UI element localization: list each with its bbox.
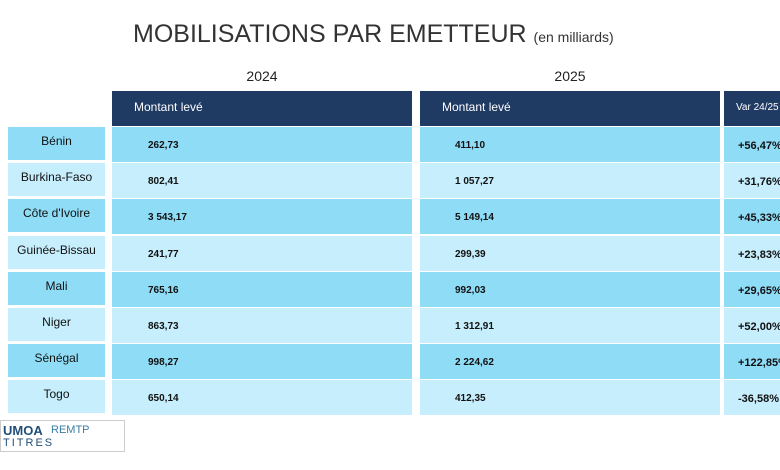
logo-event: REMTP (51, 424, 90, 436)
title: MOBILISATIONS PAR EMETTEUR (en milliards… (133, 20, 614, 49)
subtitle: (en milliards) (533, 29, 614, 45)
cell: 992,03 (420, 271, 720, 307)
cell: 262,73 (112, 127, 412, 162)
logo: UMOA TITRES REMTP (0, 420, 125, 452)
logo-sub: TITRES (3, 437, 55, 449)
title-text: MOBILISATIONS PAR EMETTEUR (133, 20, 527, 48)
cell: 241,77 (112, 235, 412, 271)
cell: +56,47% (724, 127, 780, 162)
year: 2024 (246, 68, 278, 84)
year: 2025 (554, 68, 586, 84)
row-label: Sénégal (8, 344, 105, 378)
column-header: Montant levé (420, 91, 720, 126)
cell: 412,35 (420, 380, 720, 416)
cell: 650,14 (112, 380, 412, 416)
cell: 765,16 (112, 271, 412, 307)
row-label: Côte d'Ivoire (8, 199, 105, 233)
logo-brand: UMOA (3, 423, 43, 438)
cell: +52,00% (724, 308, 780, 343)
cell: -36,58% (724, 380, 780, 416)
row-label: Togo (8, 380, 105, 414)
cell: 863,73 (112, 308, 412, 343)
cell: 2 224,62 (420, 344, 720, 380)
row-label: Mali (8, 271, 105, 305)
cell: 3 543,17 (112, 199, 412, 235)
cell: +45,33% (724, 199, 780, 235)
row-label: Bénin (8, 127, 105, 160)
row-label: Burkina-Faso (8, 163, 105, 197)
row-label: Guinée-Bissau (8, 235, 105, 269)
cell: +23,83% (724, 235, 780, 271)
cell: +122,85% (724, 344, 780, 380)
cell: 802,41 (112, 163, 412, 199)
column-header: Montant levé (112, 91, 412, 126)
cell: +29,65% (724, 271, 780, 307)
cell: 299,39 (420, 235, 720, 271)
cell: 998,27 (112, 344, 412, 380)
cell: 1 057,27 (420, 163, 720, 199)
cell: 5 149,14 (420, 199, 720, 235)
cell: 1 312,91 (420, 308, 720, 343)
row-label: Niger (8, 308, 105, 341)
column-header: Var 24/25 (724, 91, 780, 126)
cell: 411,10 (420, 127, 720, 162)
cell: +31,76% (724, 163, 780, 199)
